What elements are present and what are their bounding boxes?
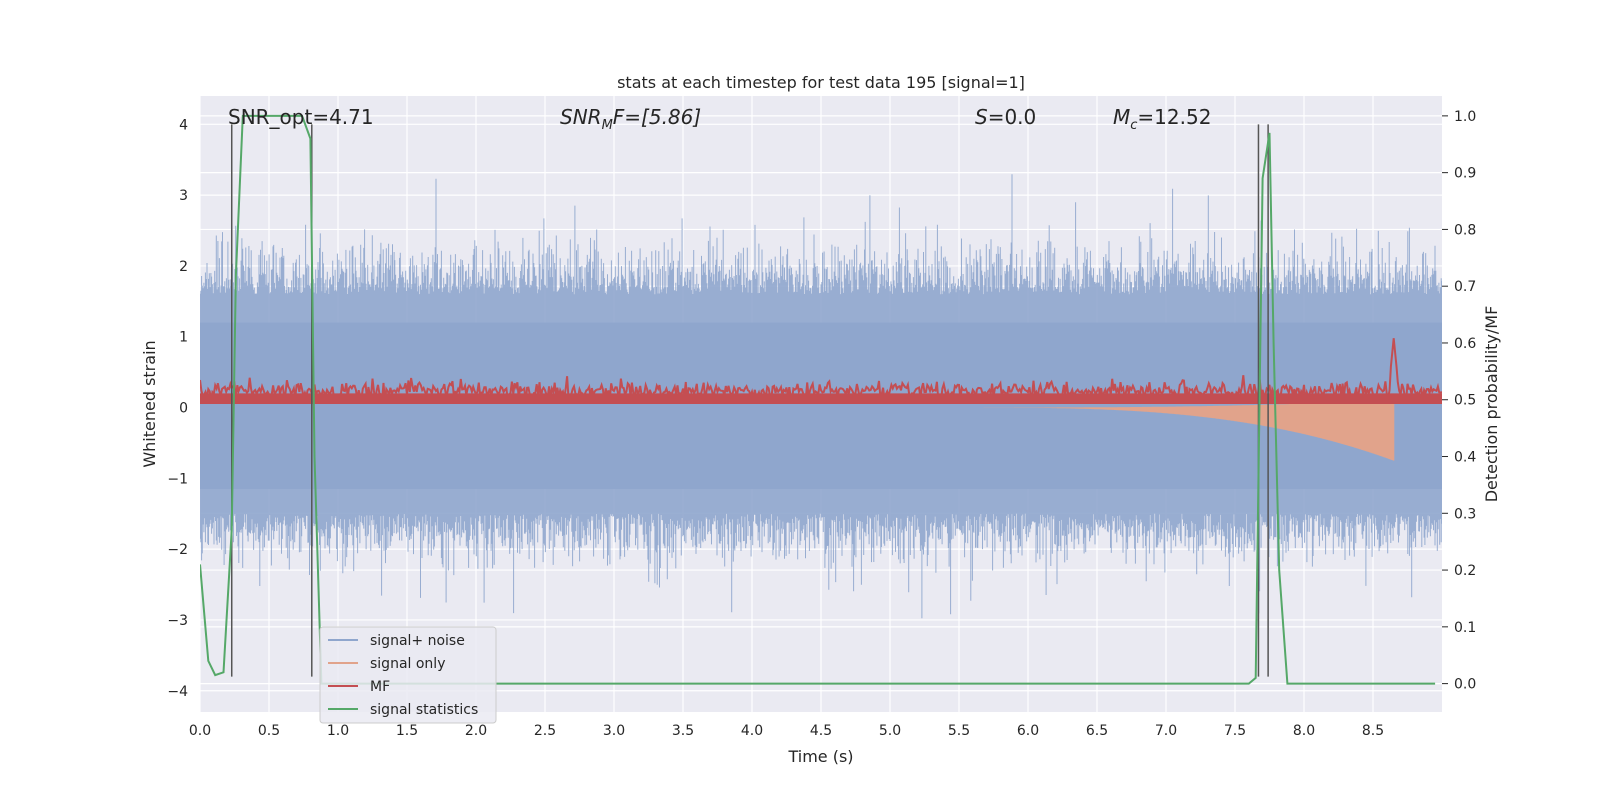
x-tick-label: 5.5 bbox=[948, 723, 970, 739]
y-tick-label: −3 bbox=[167, 613, 188, 629]
y2-tick-label: 0.4 bbox=[1454, 450, 1476, 466]
tick-labels: 0.0 0.5 1.0 1.5 2.0 2.5 3.0 3.5 4.0 4.5 5.0 5.5 6.0 6… bbox=[167, 109, 1476, 739]
signal-only-line bbox=[983, 399, 1395, 461]
y-tick-label: 2 bbox=[179, 259, 188, 275]
y2-tick-label: 0.6 bbox=[1454, 336, 1476, 352]
y-tick-label: −4 bbox=[167, 684, 188, 700]
annotation-snr-mf-sub: M bbox=[602, 118, 613, 133]
y2-tick-label: 0.2 bbox=[1454, 563, 1476, 579]
x-tick-label: 1.5 bbox=[396, 723, 418, 739]
y-tick-label: 3 bbox=[179, 188, 188, 204]
legend-label-mf: MF bbox=[370, 679, 390, 695]
x-tick-label: 4.0 bbox=[741, 723, 763, 739]
series-signal-only bbox=[983, 399, 1395, 461]
y2-tick-label: 0.3 bbox=[1454, 506, 1476, 522]
x-tick-label: 1.0 bbox=[327, 723, 349, 739]
annotation-mc: Mc=12.52 bbox=[1113, 105, 1211, 133]
y-tick-label: −2 bbox=[167, 542, 188, 558]
annotation-s: S=0.0 bbox=[975, 105, 1036, 129]
y2-tick-label: 0.7 bbox=[1454, 279, 1476, 295]
x-tick-label: 4.5 bbox=[810, 723, 832, 739]
annotation-snr-mf-main: SNR bbox=[560, 105, 602, 129]
legend-label-signal-statistics: signal statistics bbox=[370, 702, 478, 718]
annotation-mc-main: M bbox=[1113, 105, 1130, 129]
series-signal-statistics bbox=[200, 114, 1436, 685]
x-tick-label: 3.5 bbox=[672, 723, 694, 739]
x-tick-label: 0.5 bbox=[258, 723, 280, 739]
y2-tick-label: 0.0 bbox=[1454, 677, 1476, 693]
chart-title: stats at each timestep for test data 195… bbox=[617, 73, 1025, 92]
x-tick-label: 6.5 bbox=[1086, 723, 1108, 739]
y2-tick-label: 0.5 bbox=[1454, 393, 1476, 409]
x-tick-label: 8.0 bbox=[1293, 723, 1315, 739]
x-tick-label: 8.5 bbox=[1362, 723, 1384, 739]
x-tick-label: 2.5 bbox=[534, 723, 556, 739]
annotation-s-rest: =0.0 bbox=[988, 105, 1037, 129]
legend-box bbox=[319, 626, 497, 724]
plot-area bbox=[200, 114, 1442, 685]
annotation-s-main: S bbox=[975, 105, 988, 129]
x-tick-label: 2.0 bbox=[465, 723, 487, 739]
legend-label-signal-only: signal only bbox=[370, 656, 445, 672]
x-tick-label: 3.0 bbox=[603, 723, 625, 739]
mf-band bbox=[200, 393, 1442, 404]
y2-tick-label: 0.8 bbox=[1454, 222, 1476, 238]
y2-axis-label: Detection probability/MF bbox=[1482, 306, 1501, 503]
x-tick-label: 6.0 bbox=[1017, 723, 1039, 739]
annotation-snr-mf: SNRMF=[5.86] bbox=[560, 105, 701, 133]
annotation-mc-sub: c bbox=[1130, 118, 1137, 133]
x-axis-label: Time (s) bbox=[787, 747, 853, 766]
signal-statistics-line bbox=[200, 114, 1436, 685]
legend: signal+ noise signal only MF signal stat… bbox=[319, 626, 497, 724]
y2-tick-label: 1.0 bbox=[1454, 109, 1476, 125]
series-mf bbox=[200, 338, 1442, 404]
y-tick-label: 1 bbox=[179, 330, 188, 346]
x-tick-label: 7.0 bbox=[1155, 723, 1177, 739]
y-tick-label: 4 bbox=[179, 117, 188, 133]
annotation-snr-mf-rest: F=[5.86] bbox=[613, 105, 701, 129]
y-tick-label: 0 bbox=[179, 401, 188, 417]
legend-label-signal-noise: signal+ noise bbox=[370, 633, 465, 649]
x-tick-label: 5.0 bbox=[879, 723, 901, 739]
y2-tick-label: 0.1 bbox=[1454, 620, 1476, 636]
y-axis-label: Whitened strain bbox=[140, 340, 159, 467]
annotation-mc-rest: =12.52 bbox=[1137, 105, 1211, 129]
x-tick-label: 0.0 bbox=[189, 723, 211, 739]
y-tick-label: −1 bbox=[167, 471, 188, 487]
x-tick-label: 7.5 bbox=[1224, 723, 1246, 739]
y2-tick-label: 0.9 bbox=[1454, 166, 1476, 182]
annotations: SNR_opt=4.71 SNRMF=[5.86] S=0.0 Mc=12.52 bbox=[228, 105, 1211, 133]
annotation-snr-opt: SNR_opt=4.71 bbox=[228, 105, 374, 129]
